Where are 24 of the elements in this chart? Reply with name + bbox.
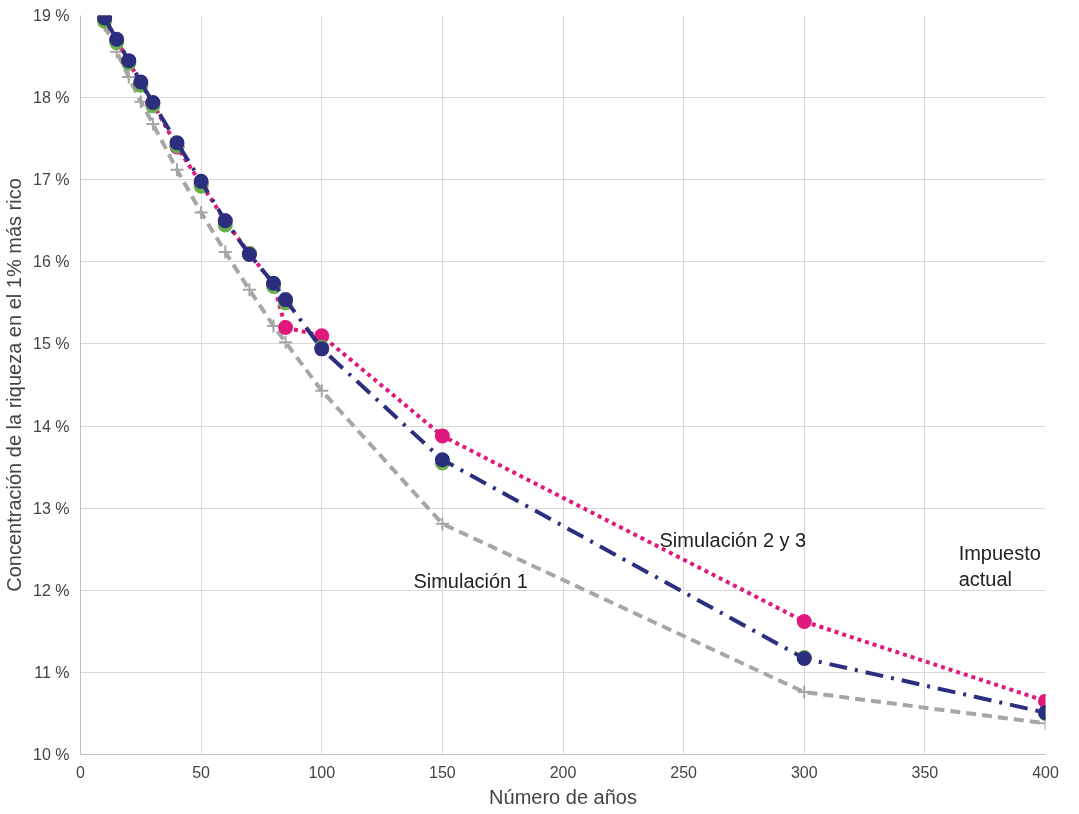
y-tick-label: 13 % bbox=[33, 499, 70, 517]
x-tick-label: 100 bbox=[308, 763, 336, 781]
x-tick-label: 50 bbox=[192, 763, 211, 781]
y-tick-label: 19 % bbox=[33, 7, 70, 24]
annotation: Impuesto actual bbox=[958, 541, 1041, 591]
x-tick-label: 250 bbox=[670, 763, 698, 781]
y-axis-title: Concentración de la riqueza en el 1% más rico bbox=[3, 178, 26, 592]
x-tick-label: 400 bbox=[1032, 763, 1059, 781]
y-tick-label: 18 % bbox=[33, 89, 70, 107]
y-tick-label: 14 % bbox=[33, 417, 70, 435]
x-tick-label: 350 bbox=[911, 763, 939, 781]
annotation: Simulación 2 y 3 bbox=[659, 529, 807, 552]
y-tick-label: 15 % bbox=[33, 335, 70, 353]
annotation: Simulación 1 bbox=[413, 569, 528, 592]
x-axis-title: Número de años bbox=[489, 785, 637, 808]
y-tick-label: 12 % bbox=[33, 581, 70, 599]
y-tick-label: 11 % bbox=[34, 663, 70, 681]
y-tick-label: 16 % bbox=[33, 253, 70, 271]
y-tick-label: 10 % bbox=[33, 746, 70, 763]
x-tick-label: 300 bbox=[790, 763, 818, 781]
x-tick-label: 200 bbox=[549, 763, 577, 781]
x-tick-label: 0 bbox=[76, 763, 86, 781]
x-tick-label: 150 bbox=[429, 763, 456, 781]
y-tick-label: 17 % bbox=[33, 171, 70, 189]
